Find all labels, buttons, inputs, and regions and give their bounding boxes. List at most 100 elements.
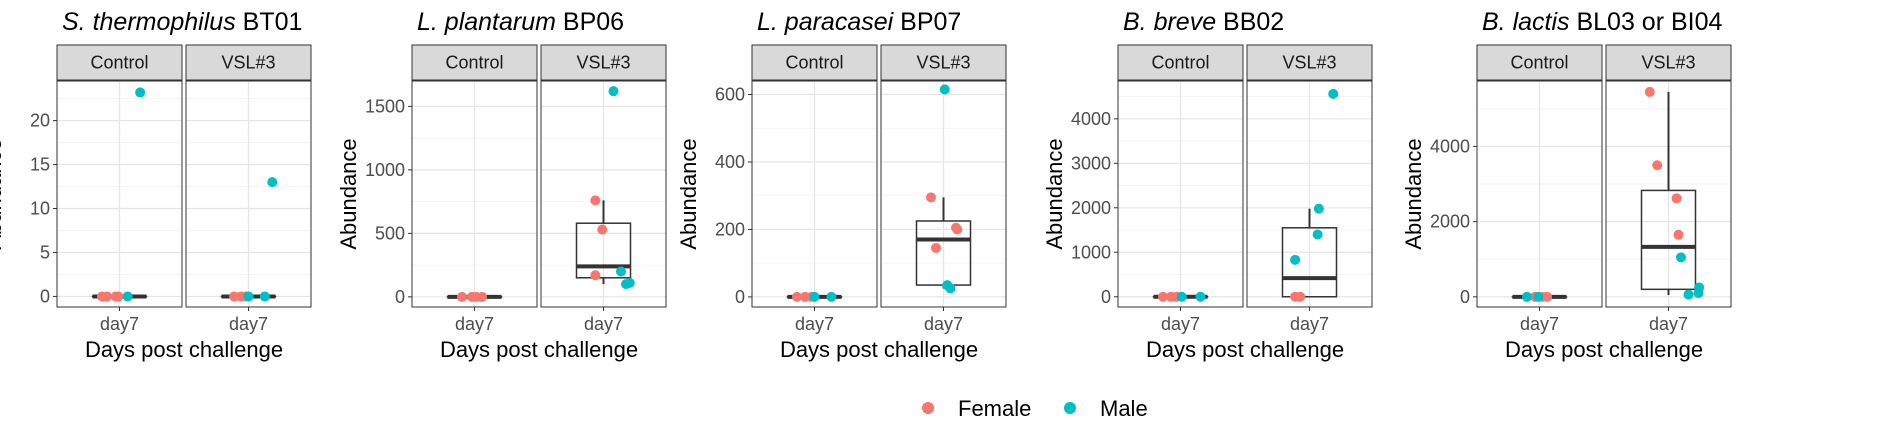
- y-axis-title: Abundance: [1042, 138, 1067, 249]
- y-tick-label: 1500: [365, 96, 405, 116]
- chart-panel: B. lactis BL03 or BI04 Abundance 0 2000 4000…: [1401, 8, 1732, 362]
- facet-strip-label: VSL#3: [1282, 53, 1336, 73]
- chart-title-species: L. paracasei: [757, 8, 895, 36]
- chart-title: L. plantarum BP06: [417, 8, 624, 36]
- x-tick-label: day7: [1649, 314, 1688, 334]
- data-point: [1328, 88, 1339, 99]
- data-point: [457, 291, 467, 302]
- data-point: [952, 224, 963, 235]
- y-tick-label: 3000: [1071, 153, 1111, 173]
- y-axis-title: Abundance: [0, 138, 6, 249]
- y-tick-label: 0: [735, 287, 745, 307]
- y-tick-label: 0: [1101, 287, 1111, 307]
- y-tick-label: 200: [715, 219, 745, 239]
- facet-panel: Control day7: [1476, 44, 1603, 334]
- facet-strip: [56, 44, 183, 81]
- x-tick-label: day7: [100, 314, 139, 334]
- y-tick-label: 0: [40, 286, 50, 306]
- data-point: [1176, 291, 1187, 302]
- chart-title: B. breve BB02: [1123, 8, 1284, 36]
- x-tick-label: day7: [924, 314, 963, 334]
- boxplot: [575, 200, 632, 285]
- y-tick-label: 400: [715, 152, 745, 172]
- y-tick-label: 1000: [1071, 242, 1111, 262]
- y-tick-label: 2000: [1430, 212, 1470, 232]
- y-tick-label: 4000: [1430, 136, 1470, 156]
- data-point: [939, 84, 950, 95]
- data-point: [926, 192, 936, 203]
- data-point: [1542, 291, 1552, 302]
- data-point: [1673, 229, 1684, 240]
- facet-strip: [1605, 44, 1732, 81]
- y-tick-label: 10: [30, 199, 50, 219]
- data-point: [1652, 160, 1663, 171]
- data-point: [931, 242, 941, 253]
- facet-panel: Control day7: [56, 44, 183, 334]
- y-tick-label: 15: [30, 155, 50, 175]
- chart-title-species: B. lactis: [1482, 8, 1570, 36]
- boxplot: [1640, 91, 1697, 295]
- x-axis-title: Days post challenge: [440, 337, 638, 362]
- y-tick-label: 1000: [365, 160, 405, 180]
- chart-panel: B. breve BB02 Abundance 0 1000 2000 3000 4000 C…: [1042, 8, 1373, 362]
- facet-panel: VSL#3 day7: [880, 44, 1007, 334]
- legend-label: Male: [1100, 396, 1148, 421]
- chart-panel: L. plantarum BP06 Abundance 0 500 1000 1500 Co…: [336, 8, 667, 362]
- facet-panel: VSL#3 day7: [1246, 44, 1373, 334]
- legend-item: Male: [1064, 396, 1148, 421]
- data-point: [590, 195, 601, 206]
- chart-title-species: L. plantarum: [417, 8, 556, 36]
- box-iqr: [575, 222, 632, 279]
- chart-title-species: B. breve: [1123, 8, 1216, 36]
- x-axis-title: Days post challenge: [85, 337, 283, 362]
- data-point: [792, 291, 802, 302]
- facet-panel: Control day7: [1117, 44, 1244, 334]
- facet-strip-label: Control: [1151, 53, 1209, 73]
- y-tick-label: 600: [715, 84, 745, 104]
- facet-strip: [1246, 44, 1373, 81]
- chart-panels: S. thermophilus BT01 Abundance 0 5 10 15 20 Con…: [0, 8, 1732, 362]
- facet-strip-label: Control: [785, 53, 843, 73]
- data-point: [1290, 254, 1301, 265]
- y-tick-label: 0: [395, 287, 405, 307]
- chart-title-strain: BP07: [893, 8, 961, 36]
- x-axis-title: Days post challenge: [780, 337, 978, 362]
- x-tick-label: day7: [229, 314, 268, 334]
- data-point: [1295, 291, 1306, 302]
- data-point: [597, 224, 608, 235]
- data-point: [1195, 291, 1206, 302]
- data-point: [229, 291, 240, 302]
- chart-title: B. lactis BL03 or BI04: [1482, 8, 1723, 36]
- data-point: [590, 270, 601, 281]
- legend-item: Female: [922, 396, 1031, 421]
- boxplot: [1281, 208, 1338, 298]
- legend: Female Male: [922, 396, 1148, 421]
- data-point: [616, 266, 626, 277]
- data-point: [1676, 252, 1686, 263]
- chart-title: S. thermophilus BT01: [62, 8, 302, 36]
- y-tick-label: 2000: [1071, 198, 1111, 218]
- facet-strip: [411, 44, 538, 81]
- facet-panel: VSL#3 day7: [1605, 44, 1732, 334]
- facet-strip-label: Control: [90, 53, 148, 73]
- x-axis-title: Days post challenge: [1146, 337, 1344, 362]
- data-point: [267, 177, 278, 188]
- data-point: [135, 87, 146, 98]
- facet-strip: [1476, 44, 1603, 81]
- data-point: [1158, 291, 1168, 302]
- data-point: [1312, 229, 1323, 240]
- chart-title-strain: BT01: [236, 8, 303, 36]
- facet-strip: [751, 44, 878, 81]
- data-point: [1522, 291, 1532, 302]
- data-point: [122, 291, 133, 302]
- x-tick-label: day7: [455, 314, 494, 334]
- data-point: [259, 291, 270, 302]
- x-tick-label: day7: [1520, 314, 1559, 334]
- x-tick-label: day7: [1290, 314, 1329, 334]
- legend-swatch: [1064, 402, 1076, 414]
- legend-swatch: [922, 402, 934, 414]
- box-iqr: [1640, 189, 1697, 291]
- legend-label: Female: [958, 396, 1031, 421]
- facet-strip: [880, 44, 1007, 81]
- facet-panel: Control day7: [411, 44, 538, 334]
